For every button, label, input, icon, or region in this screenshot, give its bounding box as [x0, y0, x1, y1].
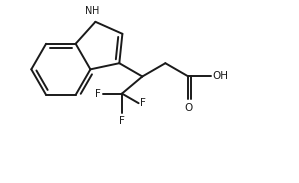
Text: F: F: [119, 116, 125, 126]
Text: N: N: [85, 6, 93, 16]
Text: H: H: [92, 6, 99, 16]
Text: F: F: [140, 98, 146, 108]
Text: O: O: [184, 103, 193, 113]
Text: F: F: [95, 89, 101, 99]
Text: OH: OH: [213, 72, 228, 81]
